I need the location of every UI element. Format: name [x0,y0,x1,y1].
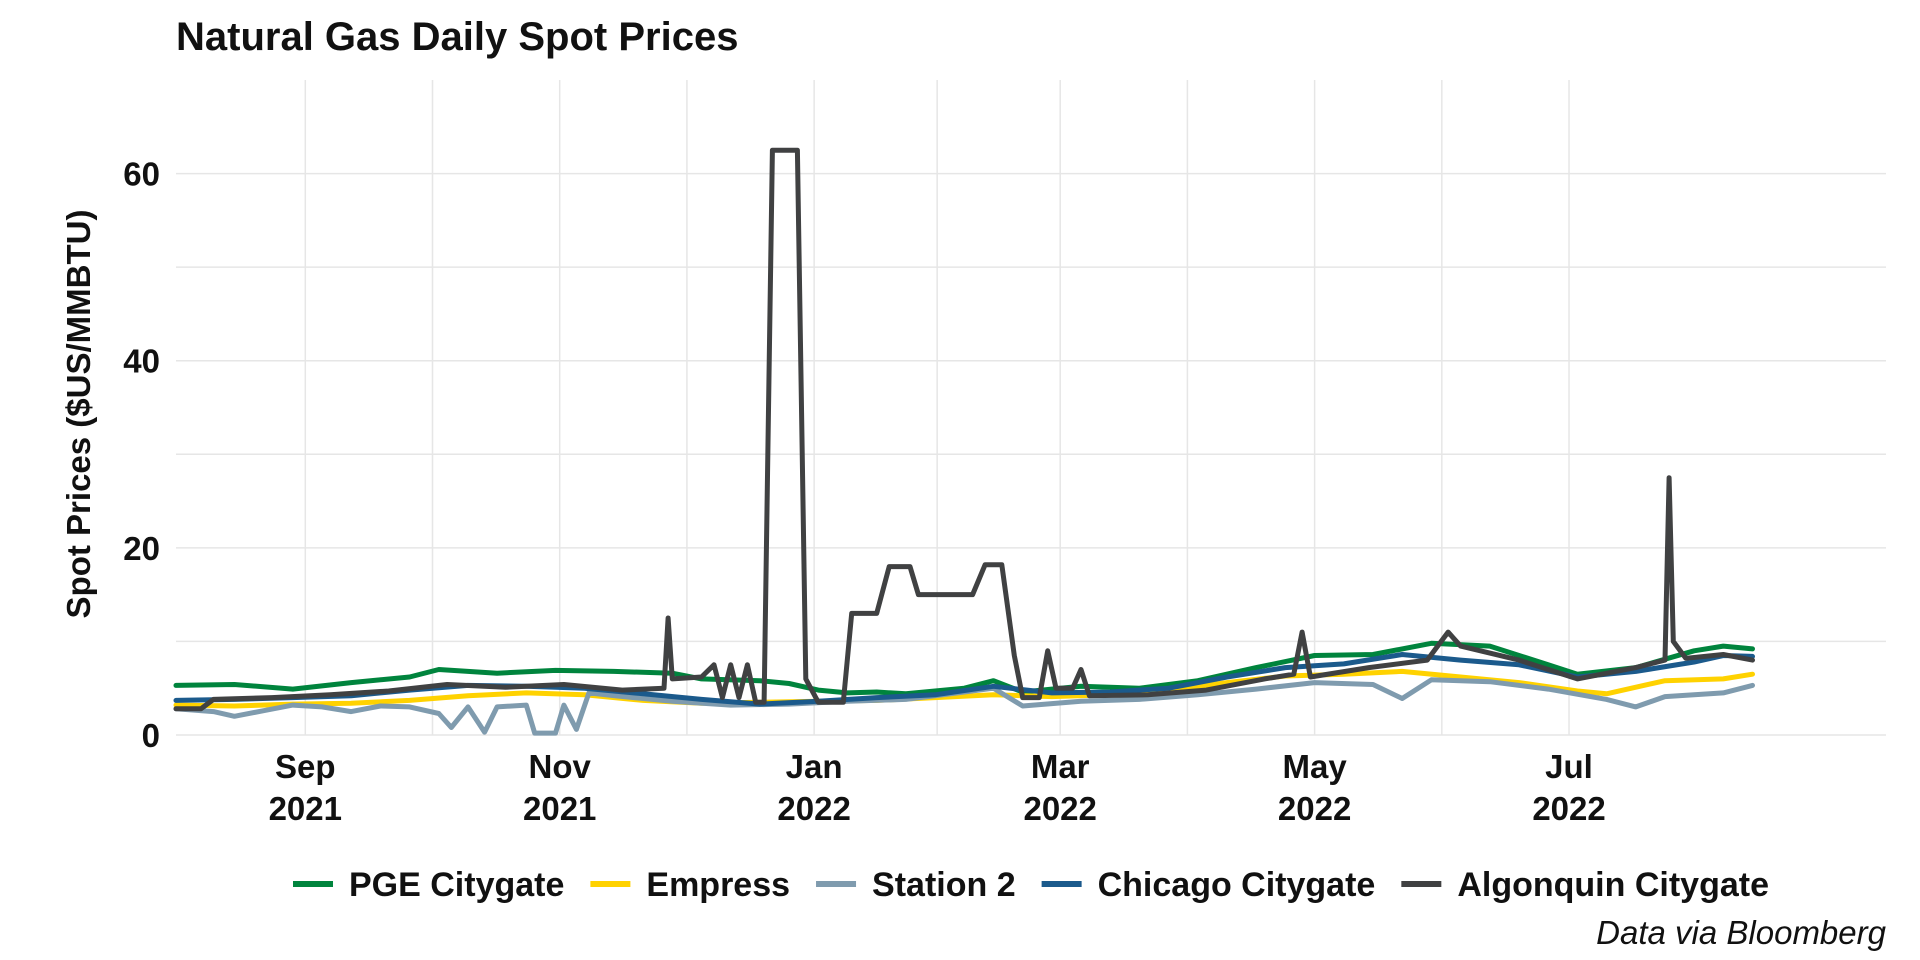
y-tick-label: 20 [123,530,160,567]
y-tick-labels: 0 20 40 60 [123,156,160,754]
x-tick-label-year: 2021 [269,790,342,827]
series-lines [173,147,1755,736]
legend: PGE Citygate Empress Station 2 Chicago City… [293,866,1769,904]
caption: Data via Bloomberg [1596,914,1886,951]
series-line-station-2 [173,677,1755,736]
x-tick-label-month: May [1283,748,1348,785]
x-tick-label-month: Mar [1031,748,1090,785]
x-tick-label-month: Jan [786,748,843,785]
y-tick-label: 40 [123,343,160,380]
legend-label-empress: Empress [646,866,790,904]
x-tick-label-month: Sep [275,748,336,785]
x-tick-label-year: 2022 [1023,790,1096,827]
y-tick-label: 0 [142,717,160,754]
x-tick-labels: Sep 2021 Nov 2021 Jan 2022 Mar 2022 May 2022 Jul 20… [269,748,1606,827]
x-tick-label-year: 2022 [1532,790,1605,827]
series-line-pge-citygate [173,640,1755,697]
legend-label-pge-citygate: PGE Citygate [349,866,564,904]
series-line-algonquin-citygate [173,147,1755,712]
grid-lines [176,80,1886,736]
x-tick-label-month: Nov [529,748,592,785]
x-tick-label-year: 2022 [1278,790,1351,827]
x-tick-label-year: 2021 [523,790,596,827]
legend-label-chicago-citygate: Chicago Citygate [1098,866,1376,904]
chart-title: Natural Gas Daily Spot Prices [176,15,738,59]
y-axis-label: Spot Prices ($US/MMBTU) [60,210,97,619]
legend-label-algonquin-citygate: Algonquin Citygate [1457,866,1769,904]
y-tick-label: 60 [123,156,160,193]
legend-label-station-2: Station 2 [872,866,1016,904]
x-tick-label-year: 2022 [777,790,850,827]
x-tick-label-month: Jul [1545,748,1593,785]
